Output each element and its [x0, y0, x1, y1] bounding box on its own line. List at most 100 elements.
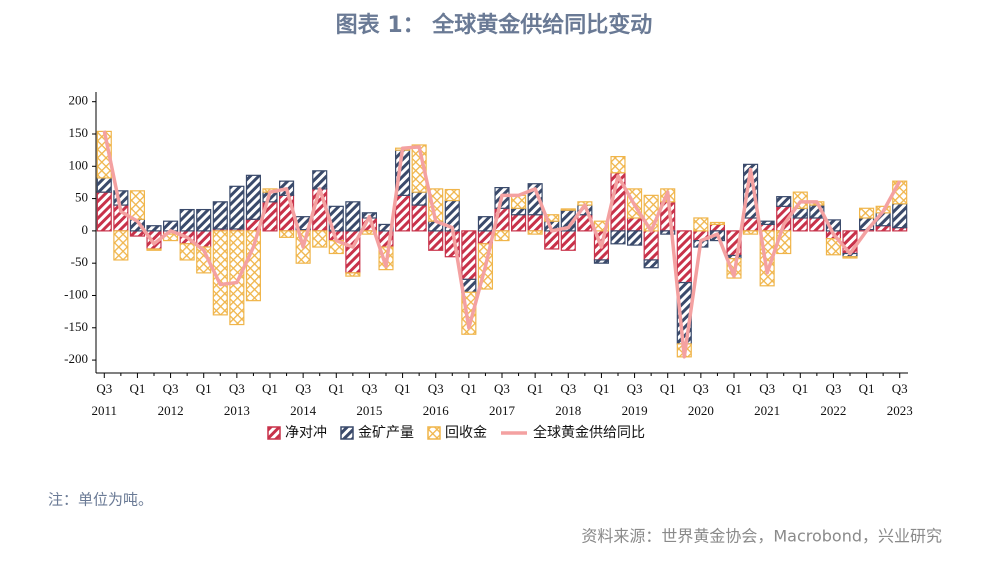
bar	[627, 217, 643, 232]
year-label: 2015	[356, 403, 382, 418]
legend-label: 金矿产量	[358, 425, 414, 441]
bar	[842, 256, 858, 259]
x-tick-label: Q1	[527, 381, 543, 396]
bar	[709, 221, 725, 226]
bar	[759, 223, 775, 232]
bar	[511, 207, 527, 216]
year-label: 2013	[224, 403, 250, 418]
bar	[196, 208, 212, 232]
bar	[875, 225, 891, 232]
bar	[312, 170, 328, 190]
bar	[776, 196, 792, 207]
bar	[859, 207, 875, 219]
bar	[544, 230, 560, 250]
year-label: 2017	[489, 403, 516, 418]
y-tick-label: -100	[64, 286, 88, 301]
bar	[743, 230, 759, 235]
bar	[627, 230, 643, 246]
x-tick-label: Q3	[892, 381, 908, 396]
x-tick-label: Q1	[129, 381, 145, 396]
bar	[428, 230, 444, 251]
bar	[96, 177, 112, 193]
bar	[743, 163, 759, 219]
x-tick-label: Q3	[494, 381, 510, 396]
x-tick-label: Q3	[560, 381, 576, 396]
bar	[527, 230, 543, 235]
bar	[643, 259, 659, 269]
bar	[229, 185, 245, 230]
x-tick-label: Q1	[461, 381, 477, 396]
y-tick-label: 50	[75, 190, 88, 205]
year-label: 2014	[290, 403, 317, 418]
bar	[312, 230, 328, 248]
x-tick-label: Q3	[428, 381, 444, 396]
bar	[709, 223, 725, 232]
x-tick-label: Q1	[859, 381, 875, 396]
year-label: 2023	[887, 403, 913, 418]
bar	[610, 155, 626, 174]
bar	[279, 230, 295, 238]
bar	[444, 188, 460, 202]
x-tick-label: Q3	[693, 381, 709, 396]
bar	[892, 203, 908, 229]
bar	[792, 217, 808, 232]
year-label: 2021	[754, 403, 780, 418]
bar	[676, 230, 692, 284]
x-tick-label: Q3	[295, 381, 311, 396]
chart-title: 图表 1： 全球黄金供给同比变动	[336, 12, 653, 38]
x-tick-label: Q3	[627, 381, 643, 396]
bar	[560, 208, 576, 211]
year-label: 2016	[423, 403, 450, 418]
year-label: 2018	[555, 403, 581, 418]
x-tick-label: Q3	[759, 381, 775, 396]
y-tick-label: -150	[64, 319, 88, 334]
bar	[395, 194, 411, 232]
y-tick-label: -200	[64, 351, 88, 366]
bar	[610, 230, 626, 245]
bar	[643, 230, 659, 261]
bar	[129, 230, 145, 237]
bar	[179, 243, 195, 261]
bar	[96, 191, 112, 232]
y-tick-label: 200	[69, 93, 89, 108]
year-label: 2012	[158, 403, 184, 418]
x-tick-label: Q1	[262, 381, 278, 396]
line	[102, 130, 902, 359]
bar	[825, 238, 841, 256]
note: 注：单位为吨。	[48, 491, 153, 509]
x-tick-label: Q3	[825, 381, 841, 396]
bar	[693, 217, 709, 232]
bar	[229, 230, 245, 326]
legend-label: 回收金	[445, 425, 487, 441]
y-tick-label: 100	[69, 157, 89, 172]
bar	[511, 194, 527, 209]
x-tick-label: Q3	[163, 381, 179, 396]
bar	[146, 248, 162, 251]
bar	[759, 220, 775, 226]
bar	[411, 204, 427, 232]
legend-swatch	[340, 426, 354, 440]
bar	[560, 230, 576, 251]
x-tick-label: Q3	[96, 381, 112, 396]
bar	[146, 225, 162, 232]
bar	[593, 259, 609, 264]
legend-swatch	[267, 426, 281, 440]
bar	[461, 230, 477, 280]
year-label: 2011	[92, 403, 118, 418]
source: 资料来源：世界黄金协会，Macrobond，兴业研究	[581, 527, 942, 546]
legend-label: 全球黄金供给同比	[533, 424, 645, 441]
legend-label: 净对冲	[285, 425, 327, 441]
year-label: 2022	[820, 403, 846, 418]
bar	[179, 208, 195, 232]
bar	[212, 201, 228, 230]
x-tick-label: Q3	[361, 381, 377, 396]
x-tick-label: Q1	[726, 381, 742, 396]
x-tick-label: Q1	[792, 381, 808, 396]
bar	[345, 201, 361, 232]
bar	[494, 230, 510, 242]
bar	[345, 272, 361, 277]
y-tick-label: 0	[82, 222, 89, 237]
bar	[809, 217, 825, 232]
y-tick-label: 150	[69, 125, 89, 140]
